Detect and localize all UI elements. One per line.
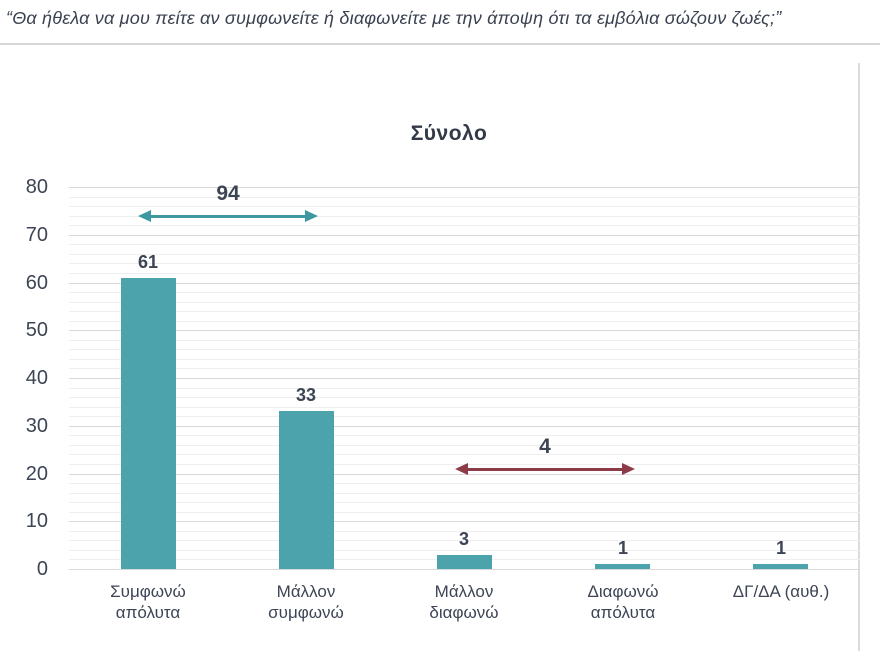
range-arrow-right-tip — [622, 463, 635, 475]
y-tick-label: 30 — [25, 415, 48, 437]
x-tick-label: Μάλλον διαφωνώ — [429, 582, 499, 622]
minor-gridline — [69, 206, 860, 207]
minor-gridline — [69, 302, 860, 303]
minor-gridline — [69, 263, 860, 264]
minor-gridline — [69, 435, 860, 436]
major-gridline — [69, 187, 860, 188]
y-tick-label: 20 — [25, 463, 48, 485]
minor-gridline — [69, 531, 860, 532]
minor-gridline — [69, 416, 860, 417]
minor-gridline — [69, 321, 860, 322]
major-gridline — [69, 330, 860, 331]
major-gridline — [69, 521, 860, 522]
minor-gridline — [69, 292, 860, 293]
range-arrow-left-tip — [138, 210, 151, 222]
minor-gridline — [69, 388, 860, 389]
minor-gridline — [69, 493, 860, 494]
y-tick-label: 60 — [25, 272, 48, 294]
minor-gridline — [69, 368, 860, 369]
bar — [595, 564, 650, 569]
y-tick-label: 10 — [25, 510, 48, 532]
x-tick-label: Διαφωνώ απόλυτα — [587, 582, 659, 622]
minor-gridline — [69, 407, 860, 408]
bar — [753, 564, 808, 569]
range-arrow — [464, 468, 626, 471]
range-arrow-label: 94 — [216, 182, 240, 205]
bar — [279, 411, 334, 569]
major-gridline — [69, 569, 860, 570]
minor-gridline — [69, 311, 860, 312]
y-tick-label: 70 — [25, 224, 48, 246]
minor-gridline — [69, 340, 860, 341]
major-gridline — [69, 378, 860, 379]
y-tick-label: 40 — [25, 367, 48, 389]
y-tick-label: 0 — [36, 558, 48, 580]
minor-gridline — [69, 244, 860, 245]
bar-value-label: 33 — [295, 385, 317, 405]
minor-gridline — [69, 197, 860, 198]
minor-gridline — [69, 483, 860, 484]
y-tick-label: 50 — [25, 319, 48, 341]
y-tick-label: 80 — [25, 176, 48, 198]
minor-gridline — [69, 550, 860, 551]
range-arrow-label: 4 — [539, 435, 551, 458]
minor-gridline — [69, 512, 860, 513]
minor-gridline — [69, 445, 860, 446]
major-gridline — [69, 426, 860, 427]
minor-gridline — [69, 225, 860, 226]
bar-value-label: 1 — [775, 538, 786, 558]
bar-value-label: 61 — [137, 252, 159, 272]
chart-title: Σύνολο — [410, 122, 488, 145]
minor-gridline — [69, 349, 860, 350]
minor-gridline — [69, 502, 860, 503]
minor-gridline — [69, 397, 860, 398]
bar-value-label: 3 — [458, 529, 469, 549]
minor-gridline — [69, 540, 860, 541]
range-arrow — [147, 215, 309, 218]
major-gridline — [69, 283, 860, 284]
minor-gridline — [69, 216, 860, 217]
bar — [437, 555, 492, 569]
header-divider — [0, 43, 880, 45]
major-gridline — [69, 235, 860, 236]
x-tick-label: Συμφωνώ απόλυτα — [110, 582, 186, 622]
x-tick-label: Μάλλον συμφωνώ — [268, 582, 344, 622]
minor-gridline — [69, 273, 860, 274]
survey-question: “Θα ήθελα να μου πείτε αν συμφωνείτε ή δ… — [6, 8, 782, 28]
x-tick-label: ΔΓ/ΔΑ (αυθ.) — [732, 582, 830, 601]
bar — [121, 278, 176, 569]
panel-right-border — [858, 63, 860, 651]
minor-gridline — [69, 454, 860, 455]
minor-gridline — [69, 254, 860, 255]
minor-gridline — [69, 359, 860, 360]
range-arrow-left-tip — [455, 463, 468, 475]
bar-value-label: 1 — [617, 538, 628, 558]
range-arrow-right-tip — [305, 210, 318, 222]
